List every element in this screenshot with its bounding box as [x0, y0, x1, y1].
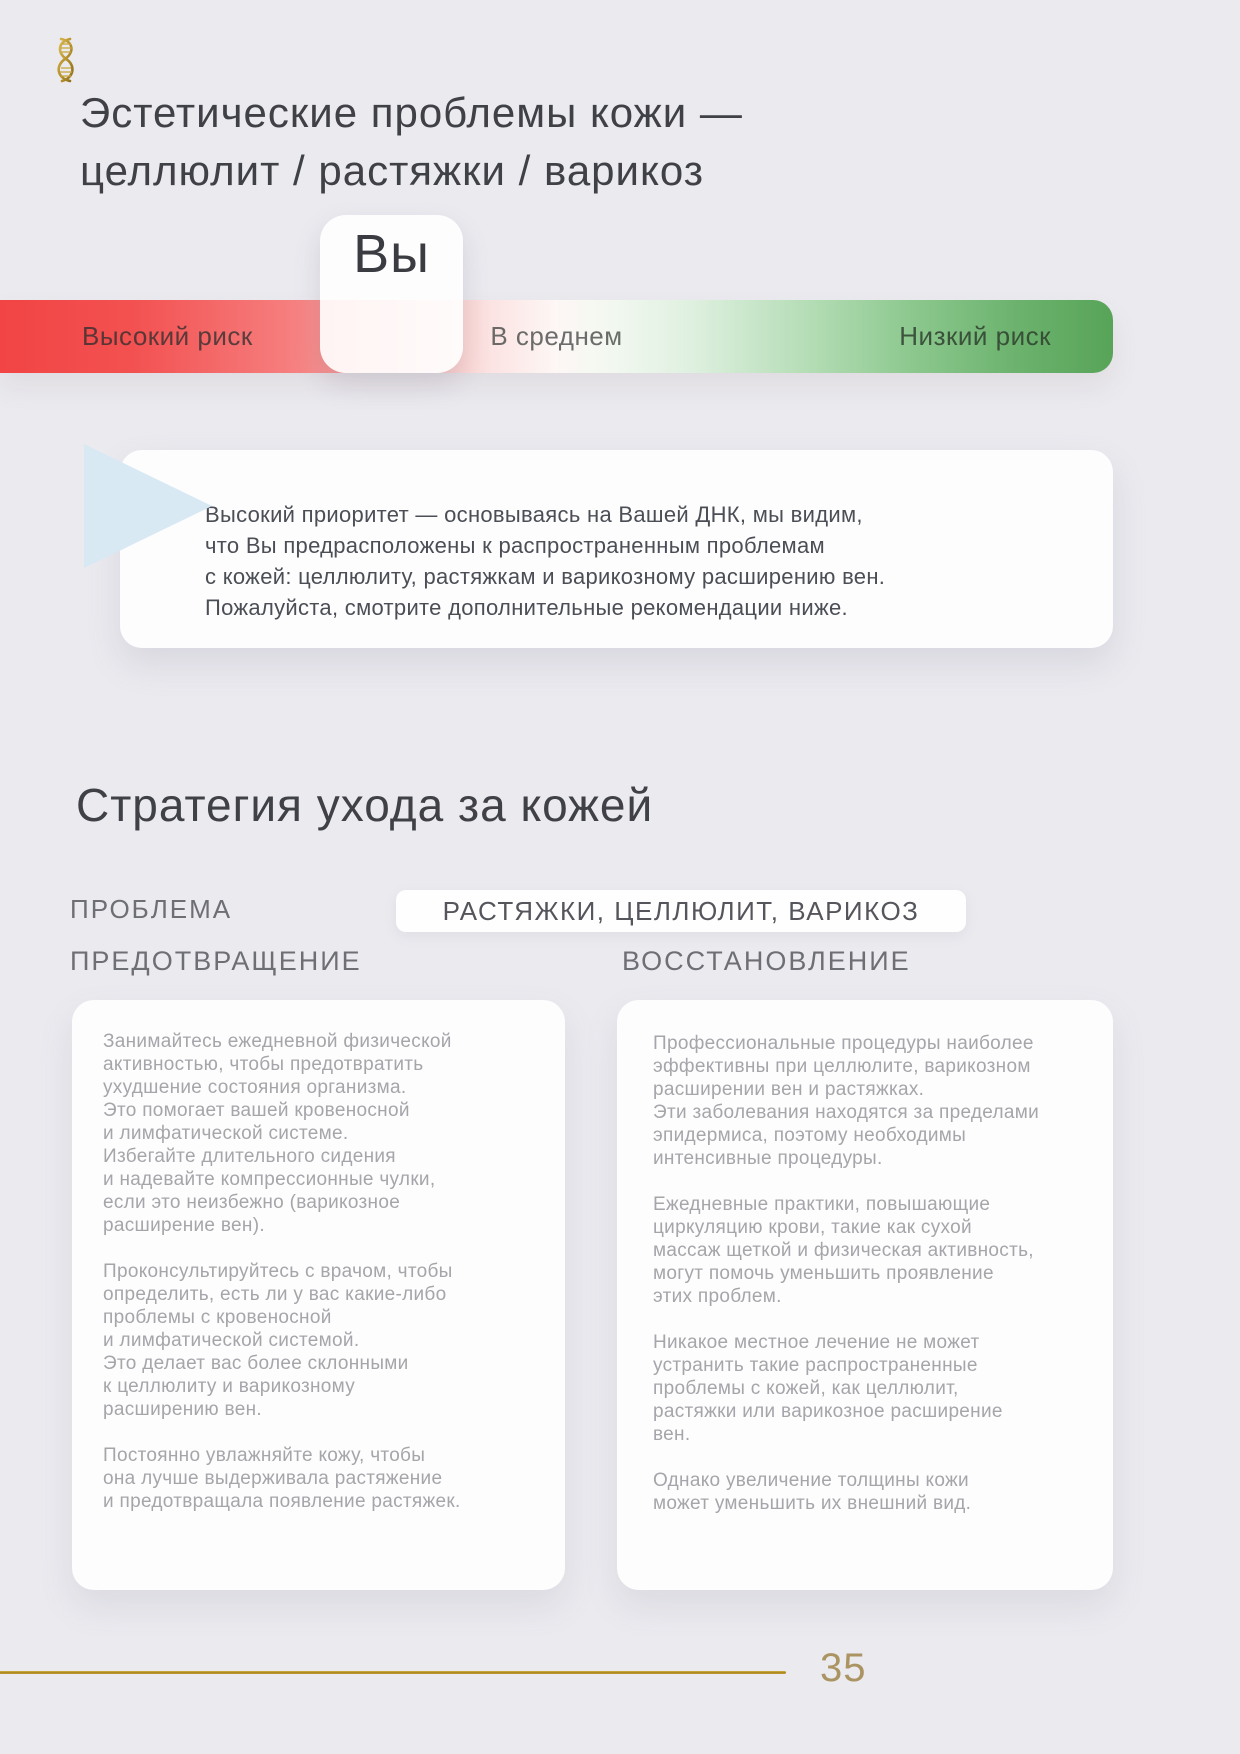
problem-value: РАСТЯЖКИ, ЦЕЛЛЮЛИТ, ВАРИКОЗ	[442, 896, 920, 926]
you-marker: Вы	[320, 215, 463, 373]
prevention-paragraph: Занимайтесь ежедневной физической активн…	[103, 1031, 452, 1236]
prevention-paragraph: Постоянно увлажняйте кожу, чтобы она луч…	[103, 1445, 461, 1512]
priority-callout-text: Высокий приоритет — основываясь на Вашей…	[205, 502, 886, 620]
restoration-column-label: ВОССТАНОВЛЕНИЕ	[622, 946, 911, 976]
problem-label: ПРОБЛЕМА	[70, 894, 233, 924]
prevention-paragraph: Проконсультируйтесь с врачом, чтобы опре…	[103, 1261, 453, 1420]
page-number: 35	[820, 1646, 867, 1690]
restoration-paragraph: Ежедневные практики, повышающие циркуляц…	[653, 1194, 1034, 1307]
restoration-paragraph: Никакое местное лечение не может устрани…	[653, 1332, 1003, 1445]
dna-helix-icon	[57, 37, 74, 83]
risk-label-low: Низкий риск	[899, 321, 1051, 351]
prevention-column-label: ПРЕДОТВРАЩЕНИЕ	[70, 946, 362, 976]
strategy-heading: Стратегия ухода за кожей	[76, 779, 654, 831]
priority-callout-card: Высокий приоритет — основываясь на Вашей…	[120, 450, 1113, 648]
restoration-card: Профессиональные процедуры наиболее эффе…	[617, 1000, 1113, 1590]
risk-label-medium: В среднем	[490, 321, 623, 351]
page-title: Эстетические проблемы кожи — целлюлит / …	[80, 89, 743, 194]
risk-gradient-bar: Высокий риск В среднем Низкий риск	[0, 300, 1113, 373]
restoration-paragraph: Однако увеличение толщины кожи может уме…	[653, 1470, 972, 1514]
problem-value-pill: РАСТЯЖКИ, ЦЕЛЛЮЛИТ, ВАРИКОЗ	[396, 890, 966, 932]
footer-divider	[0, 1671, 786, 1674]
you-marker-label: Вы	[353, 224, 430, 284]
prevention-card: Занимайтесь ежедневной физической активн…	[72, 1000, 565, 1590]
restoration-paragraph: Профессиональные процедуры наиболее эффе…	[653, 1033, 1040, 1169]
risk-label-high: Высокий риск	[82, 321, 253, 351]
